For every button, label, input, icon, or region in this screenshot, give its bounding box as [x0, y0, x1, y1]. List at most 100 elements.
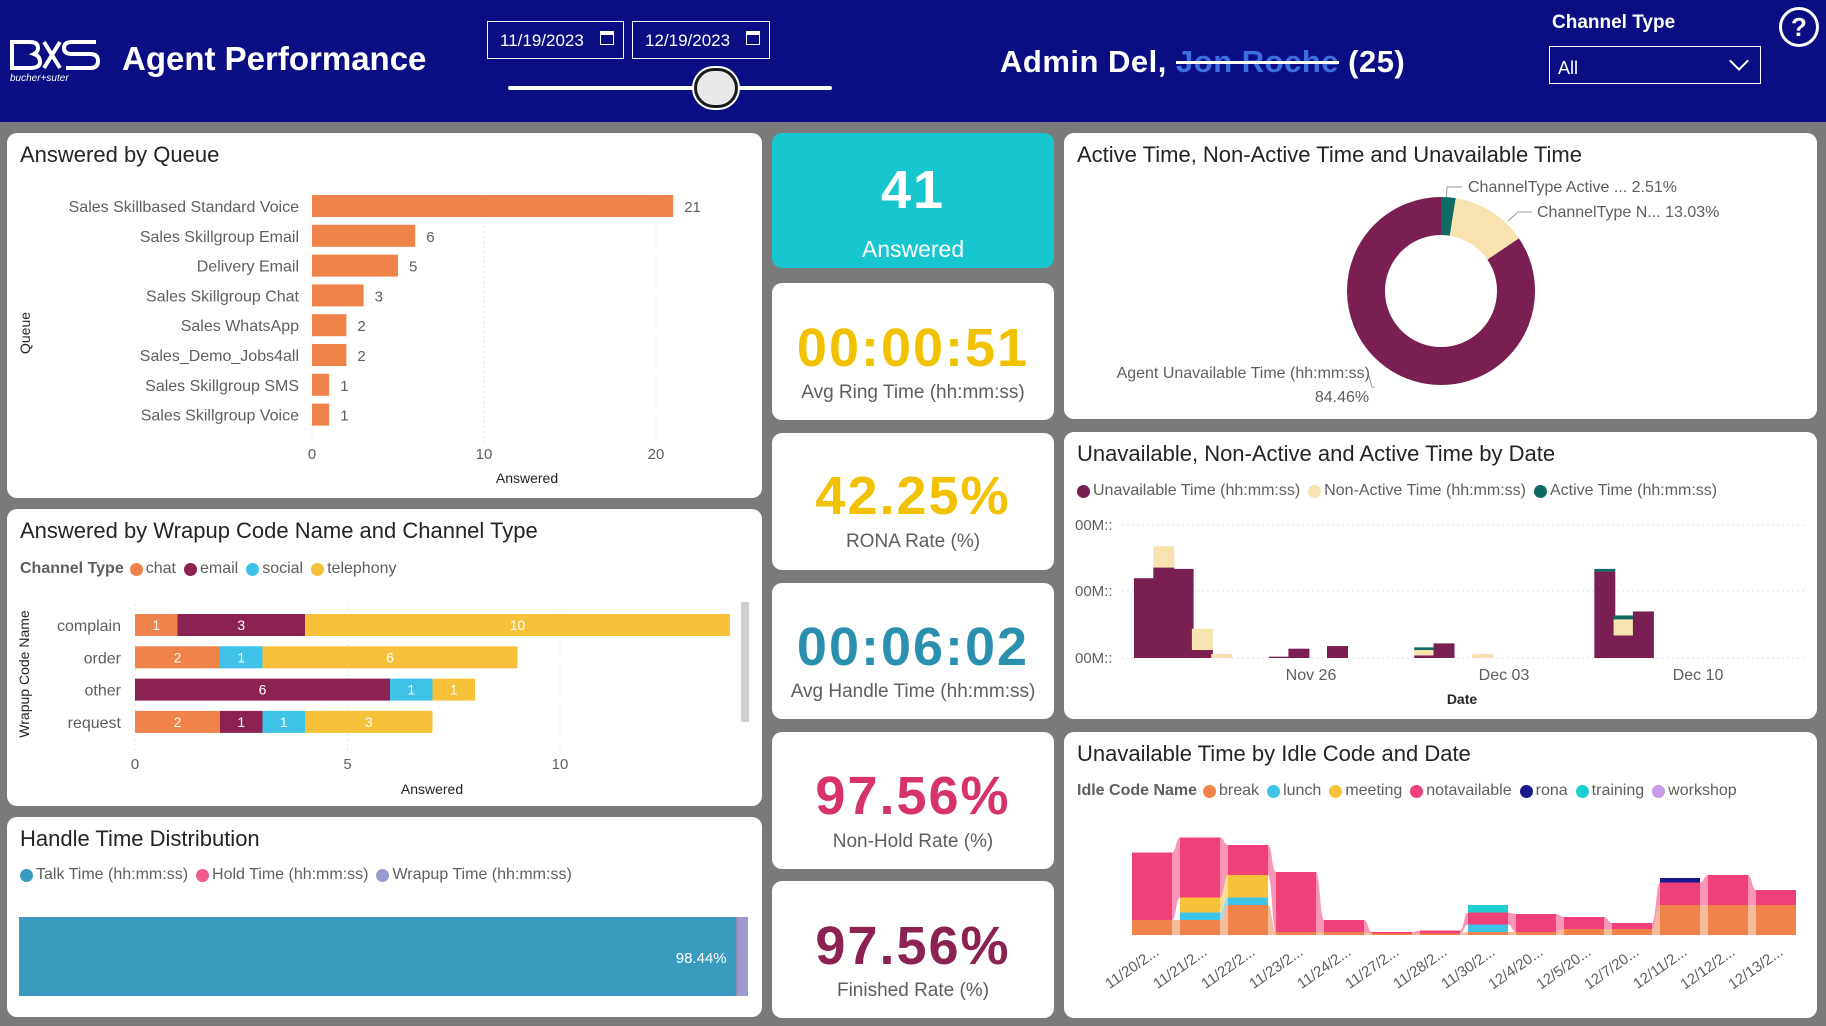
handle-time-bar-label: 98.44%	[676, 950, 727, 967]
x-tick-label: 0	[131, 756, 139, 773]
start-date-value: 11/19/2023	[500, 31, 584, 50]
date-bar-segment	[1153, 546, 1175, 568]
start-date-input[interactable]: 11/19/2023	[487, 21, 624, 59]
agent-name-prefix: Admin Del,	[1000, 44, 1167, 79]
card-title: Answered by Queue	[20, 142, 220, 167]
legend-label: Wrapup Time (hh:mm:ss)	[392, 866, 572, 883]
legend-title: Idle Code Name	[1077, 782, 1198, 799]
wrapup-category-label: order	[84, 650, 122, 667]
wrapup-segment-label: 3	[365, 714, 373, 730]
legend-item-hold[interactable]: Hold Time (hh:mm:ss)	[196, 866, 368, 884]
x-tick-label: 0	[308, 446, 316, 463]
ribbon-connector	[1556, 929, 1564, 935]
handle-time-bar: 98.44%	[19, 917, 748, 996]
x-tick-label: Nov 26	[1286, 667, 1337, 684]
legend-label: telephony	[327, 560, 397, 577]
legend-item-active[interactable]: Active Time (hh:mm:ss)	[1533, 482, 1717, 500]
x-tick-label: 10	[552, 756, 569, 773]
x-tick-label: 5	[343, 756, 351, 773]
channel-type-dropdown[interactable]: All	[1549, 46, 1761, 84]
idle-code-legend: Idle Code Name break lunch meeting notav…	[1077, 782, 1745, 800]
ribbon-connector	[1220, 905, 1228, 935]
date-bar-segment	[1414, 655, 1436, 658]
date-bar-segment	[1472, 654, 1494, 658]
ribbon-connector	[1508, 932, 1516, 935]
legend-label: meeting	[1345, 782, 1403, 799]
ribbon-connector	[1316, 932, 1324, 935]
date-range-slider[interactable]	[508, 86, 832, 90]
legend-item-talk[interactable]: Talk Time (hh:mm:ss)	[20, 866, 188, 884]
calendar-icon[interactable]	[600, 31, 614, 45]
ribbon-connector	[1268, 905, 1276, 935]
kpi-label: Finished Rate (%)	[836, 980, 990, 1001]
legend-label: chat	[145, 560, 176, 577]
ribbon-connector	[1748, 875, 1756, 905]
date-bar-segment	[1153, 567, 1175, 658]
legend-item-meeting[interactable]: meeting	[1329, 782, 1402, 800]
legend-label: training	[1591, 782, 1645, 799]
donut-slice	[1347, 197, 1535, 385]
legend-item-chat[interactable]: chat	[129, 560, 176, 578]
kpi-avg-ring-card: 00:00:51 Avg Ring Time (hh:mm:ss)	[772, 283, 1054, 420]
ribbon-segment	[1516, 914, 1556, 932]
legend-item-telephony[interactable]: telephony	[311, 560, 397, 578]
legend-item-notavailable[interactable]: notavailable	[1410, 782, 1512, 800]
ribbon-segment	[1132, 920, 1172, 935]
legend-item-lunch[interactable]: lunch	[1267, 782, 1321, 800]
legend-item-social[interactable]: social	[246, 560, 303, 578]
wrapup-category-label: complain	[57, 618, 121, 635]
queue-bar	[312, 314, 347, 337]
ribbon-connector	[1364, 920, 1372, 934]
ribbon-segment	[1516, 932, 1556, 935]
ribbon-segment	[1756, 905, 1796, 935]
help-button[interactable]: ?	[1779, 7, 1819, 47]
ribbon-segment	[1612, 923, 1652, 929]
ribbon-segment	[1708, 875, 1748, 905]
queue-category-label: Sales WhatsApp	[181, 318, 299, 335]
queue-bar	[312, 373, 330, 396]
x-tick-label: 11/23/2...	[1246, 943, 1306, 992]
chevron-down-icon[interactable]	[1729, 51, 1749, 71]
scrollbar[interactable]	[741, 602, 749, 722]
legend-dot	[1308, 484, 1322, 498]
legend-item-unavailable[interactable]: Unavailable Time (hh:mm:ss)	[1077, 482, 1300, 500]
donut-label-unavailable: Agent Unavailable Time (hh:mm:ss)	[1117, 365, 1370, 382]
legend-item-email[interactable]: email	[183, 560, 238, 578]
legend-item-break[interactable]: break	[1203, 782, 1259, 800]
ribbon-segment	[1132, 852, 1172, 920]
wrapup-segment-label: 1	[450, 682, 458, 698]
donut-chart: ChannelType Active ... 2.51% ChannelType…	[1117, 179, 1720, 406]
calendar-icon[interactable]	[746, 31, 760, 45]
date-bar-segment	[1613, 619, 1635, 636]
legend-item-workshop[interactable]: workshop	[1652, 782, 1737, 800]
end-date-input[interactable]: 12/19/2023	[632, 21, 770, 59]
legend-title: Channel Type	[20, 560, 124, 577]
x-tick-label: Dec 10	[1673, 667, 1724, 684]
kpi-label: Avg Handle Time (hh:mm:ss)	[790, 681, 1036, 702]
ribbon-segment	[1180, 837, 1220, 898]
ribbon-segment	[1420, 933, 1460, 935]
legend-item-rona[interactable]: rona	[1519, 782, 1568, 800]
wrapup-segment-label: 3	[237, 617, 245, 633]
date-bar-segment	[1613, 635, 1635, 658]
ribbon-connector	[1556, 914, 1564, 932]
legend-label: workshop	[1668, 782, 1737, 799]
legend-item-nonactive[interactable]: Non-Active Time (hh:mm:ss)	[1308, 482, 1526, 500]
queue-category-label: Sales Skillgroup SMS	[145, 378, 299, 395]
wrapup-bar-segment	[177, 614, 305, 636]
date-bar-segment	[1211, 654, 1233, 658]
legend-dot	[1519, 784, 1533, 798]
date-bar-segment	[1269, 656, 1291, 658]
legend-item-training[interactable]: training	[1575, 782, 1645, 800]
legend-item-wrapup[interactable]: Wrapup Time (hh:mm:ss)	[376, 866, 572, 884]
legend-dot	[376, 868, 390, 882]
x-tick-label: 11/21/2...	[1150, 943, 1210, 992]
date-slider-handle[interactable]	[694, 68, 738, 108]
date-bar-segment	[1433, 643, 1455, 658]
ribbon-connector	[1700, 905, 1708, 935]
queue-bar-value: 1	[340, 378, 348, 395]
legend-label: break	[1219, 782, 1260, 799]
ribbon-connector	[1364, 932, 1372, 935]
donut-label-nonactive: ChannelType N... 13.03%	[1537, 204, 1719, 221]
ribbon-connector	[1172, 837, 1180, 920]
